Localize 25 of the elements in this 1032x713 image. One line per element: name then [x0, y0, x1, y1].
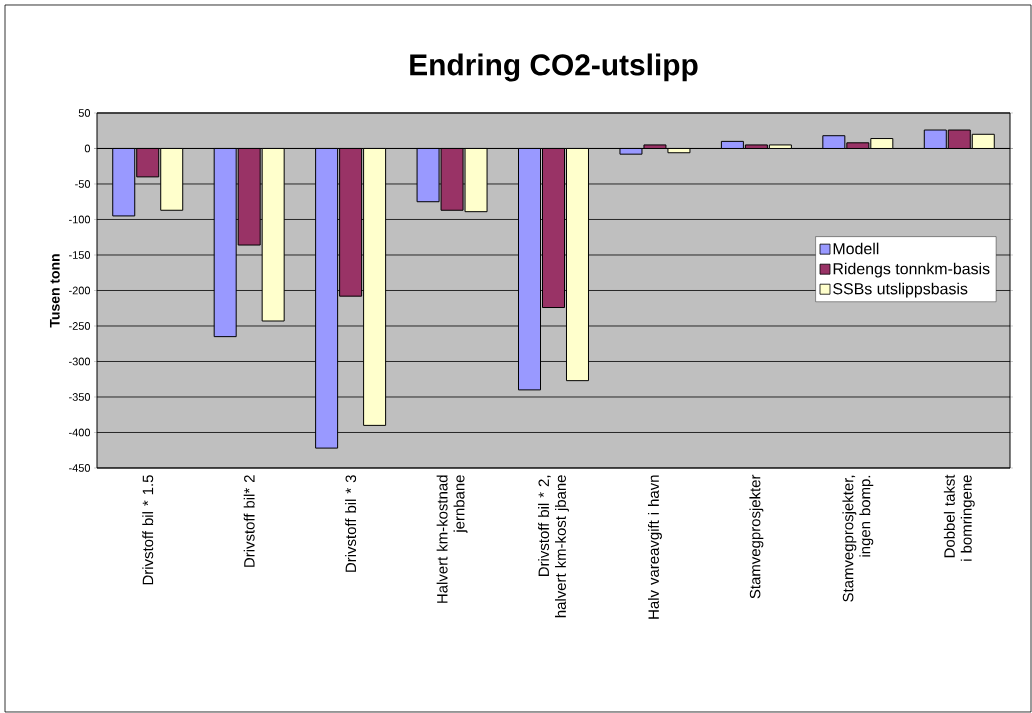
x-tick-label: Drivstoff bil * 3 — [345, 475, 357, 572]
legend-label: Ridengs tonnkm-basis — [833, 262, 990, 278]
x-tick-label: Halvert km-kostnad jernbane — [436, 475, 468, 603]
x-tick-label: Stamvegprosjekter, ingen bomp. — [842, 475, 874, 602]
legend-label: SSBs utslippsbasis — [833, 282, 968, 298]
y-tick-label: -450 — [69, 464, 91, 472]
y-tick-label: 0 — [84, 144, 91, 153]
y-tick-label: 50 — [78, 109, 91, 117]
chart-title: Endring CO2-utslipp — [410, 53, 698, 82]
x-tick-label: Drivstoff bil * 1.5 — [142, 475, 154, 585]
y-tick-label: -100 — [69, 215, 91, 224]
y-axis-title: Tusen tonn — [49, 254, 60, 328]
y-tick-label: -300 — [69, 357, 91, 366]
x-tick-label: Dobbel takst i bomringene — [943, 474, 975, 561]
y-tick-label: -50 — [75, 180, 91, 188]
x-tick-label: Halv vareavgift i havn — [647, 475, 662, 619]
x-tick-label: Drivstoff bil * 2, halvert km-kost jbane — [538, 475, 569, 618]
x-tick-label: Stamvegprosjekter — [749, 474, 764, 599]
y-tick-label: -400 — [69, 428, 91, 437]
y-tick-label: -200 — [69, 286, 91, 295]
y-tick-label: -250 — [69, 322, 91, 330]
y-tick-label: -150 — [69, 251, 91, 259]
x-tick-label: Drivstoff bil* 2 — [243, 475, 255, 567]
y-tick-label: -350 — [69, 393, 91, 401]
legend-label: Modell — [833, 242, 879, 255]
